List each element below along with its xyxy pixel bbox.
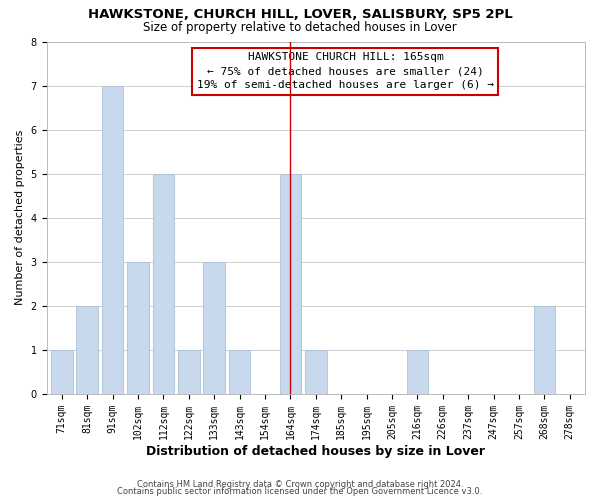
Bar bbox=[203, 262, 225, 394]
Bar bbox=[280, 174, 301, 394]
Bar bbox=[76, 306, 98, 394]
Bar bbox=[533, 306, 555, 394]
X-axis label: Distribution of detached houses by size in Lover: Distribution of detached houses by size … bbox=[146, 444, 485, 458]
Y-axis label: Number of detached properties: Number of detached properties bbox=[15, 130, 25, 306]
Bar bbox=[229, 350, 250, 394]
Bar bbox=[178, 350, 200, 394]
Text: HAWKSTONE CHURCH HILL: 165sqm
← 75% of detached houses are smaller (24)
19% of s: HAWKSTONE CHURCH HILL: 165sqm ← 75% of d… bbox=[197, 52, 494, 90]
Bar bbox=[152, 174, 174, 394]
Text: Contains public sector information licensed under the Open Government Licence v3: Contains public sector information licen… bbox=[118, 487, 482, 496]
Bar bbox=[407, 350, 428, 394]
Bar bbox=[51, 350, 73, 394]
Bar bbox=[127, 262, 149, 394]
Text: Size of property relative to detached houses in Lover: Size of property relative to detached ho… bbox=[143, 21, 457, 34]
Bar bbox=[305, 350, 326, 394]
Text: HAWKSTONE, CHURCH HILL, LOVER, SALISBURY, SP5 2PL: HAWKSTONE, CHURCH HILL, LOVER, SALISBURY… bbox=[88, 8, 512, 20]
Bar bbox=[102, 86, 124, 394]
Text: Contains HM Land Registry data © Crown copyright and database right 2024.: Contains HM Land Registry data © Crown c… bbox=[137, 480, 463, 489]
